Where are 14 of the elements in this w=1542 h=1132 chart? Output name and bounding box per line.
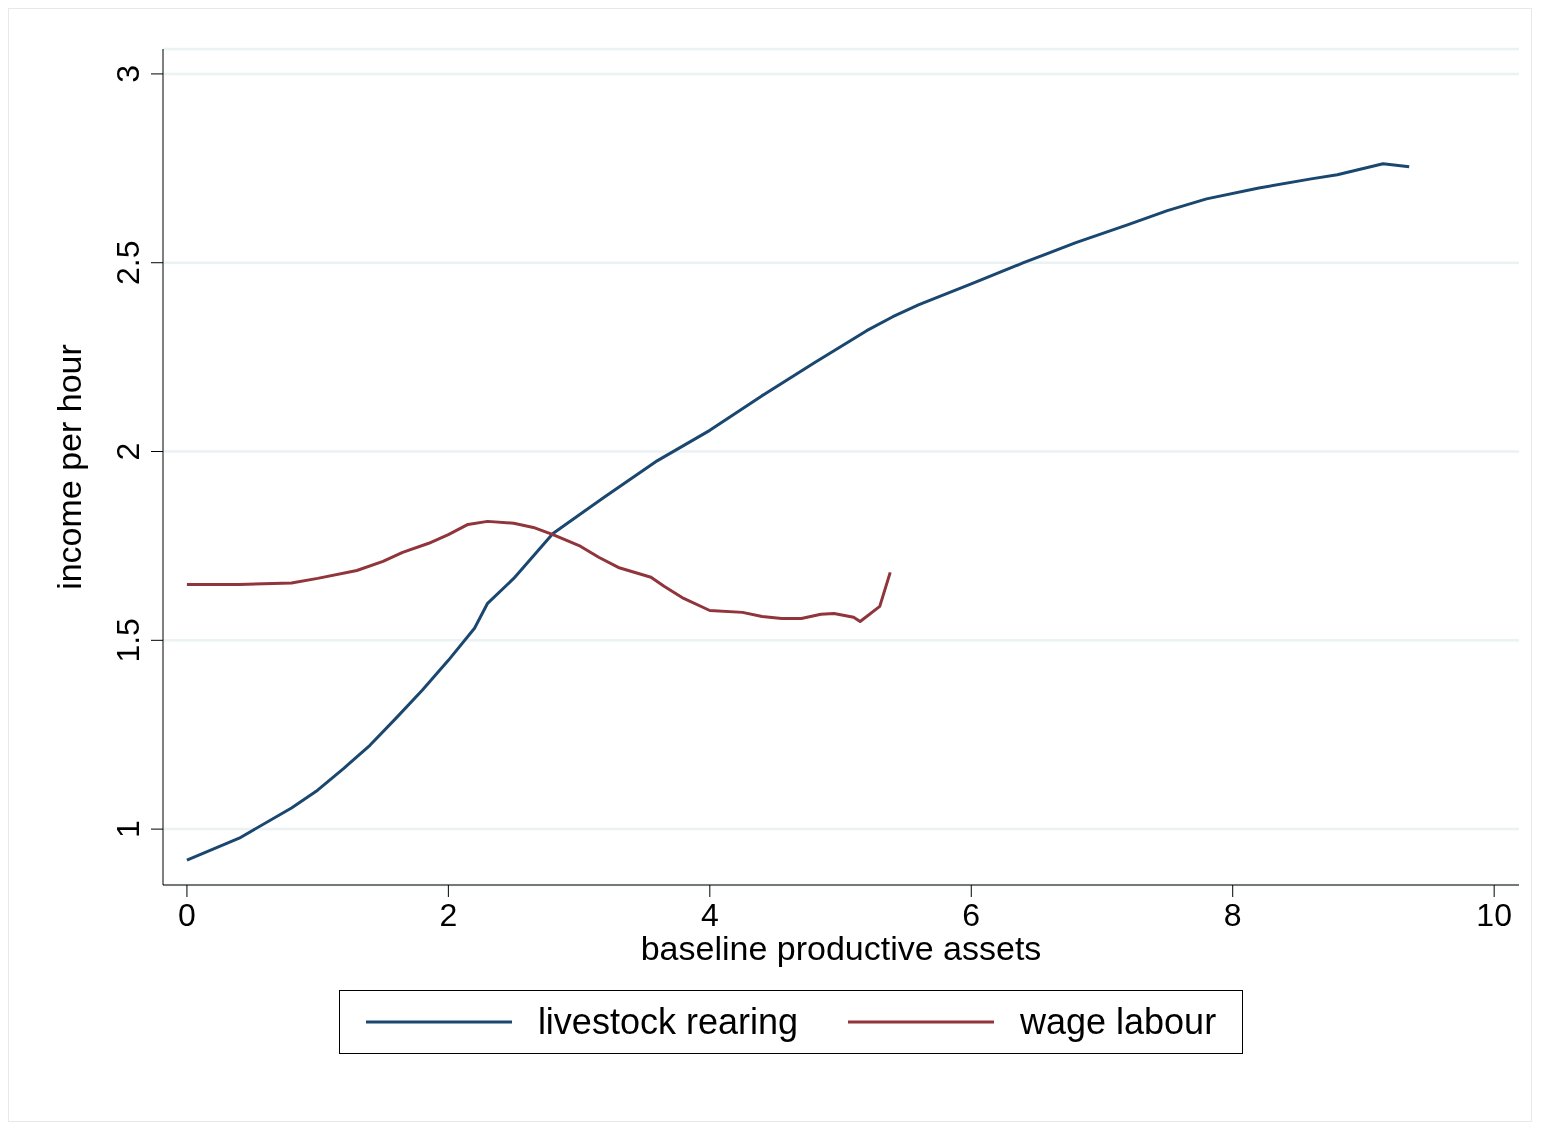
y-tick-label: 1 (110, 820, 146, 839)
line-series (185, 162, 1411, 862)
y-tick-label: 2 (110, 442, 146, 461)
y-tick-label: 2.5 (110, 240, 146, 285)
x-tick-label: 2 (439, 896, 458, 933)
y-tick-label: 3 (110, 65, 146, 83)
line-series (185, 519, 892, 623)
legend-label: wage labour (1019, 1001, 1217, 1043)
y-tick-label: 1.5 (110, 618, 146, 663)
x-tick-label: 10 (1476, 896, 1512, 933)
y-axis-title: income per hour (50, 344, 89, 590)
x-tick-label: 8 (1223, 896, 1242, 933)
x-tick-label: 0 (178, 896, 196, 933)
legend-label: livestock rearing (537, 1001, 798, 1043)
